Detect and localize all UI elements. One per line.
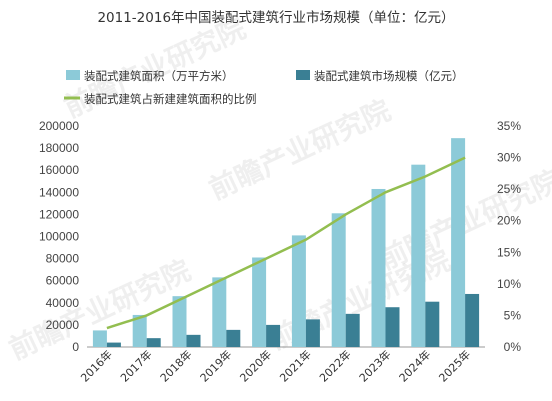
x-tick-label: 2023年 (356, 347, 393, 384)
y-left-tick-label: 60000 (46, 274, 80, 288)
bar-area (331, 213, 346, 347)
bar-area (371, 188, 386, 347)
y-left-tick-label: 180000 (39, 141, 79, 155)
bar-market (425, 301, 440, 347)
bar-market (305, 319, 320, 347)
bar-market (186, 334, 201, 347)
y-right-tick-label: 20% (497, 214, 521, 228)
y-right-tick-label: 15% (497, 245, 521, 259)
ratio-line-path (106, 156, 466, 330)
bar-area (411, 164, 426, 347)
legend-label-area: 装配式建筑面积（万平方米） (84, 69, 234, 83)
bar-area (291, 235, 306, 347)
bar-market (385, 307, 400, 347)
bar-market (465, 293, 480, 347)
bar-market (345, 313, 360, 347)
y-left-tick-label: 80000 (46, 252, 80, 266)
y-right-tick-label: 5% (504, 308, 522, 322)
y-left-tick-label: 20000 (46, 318, 80, 332)
bar-area (252, 257, 267, 347)
y-left-tick-label: 160000 (39, 163, 79, 177)
y-left-tick-label: 40000 (46, 296, 80, 310)
legend: 装配式建筑面积（万平方米） 装配式建筑市场规模（亿元） 装配式建筑占新建建筑面积… (64, 69, 464, 106)
bar-area (172, 296, 187, 347)
y-left-tick-label: 140000 (39, 185, 79, 199)
watermark: 前瞻产业研究院 (4, 254, 196, 367)
bar-market (146, 338, 161, 347)
watermark: 前瞻产业研究院 (204, 94, 396, 207)
x-tick-label: 2019年 (197, 347, 234, 384)
y-right-tick-label: 30% (497, 151, 521, 165)
bar-area (451, 138, 466, 347)
y-left-tick-label: 0 (72, 340, 79, 354)
y-left-tick-label: 200000 (39, 119, 79, 133)
legend-label-market: 装配式建筑市场规模（亿元） (314, 69, 464, 83)
bar-area (92, 330, 107, 347)
bars (92, 138, 480, 347)
bar-market (106, 342, 121, 347)
y-left-tick-label: 120000 (39, 207, 79, 221)
chart-title: 2011-2016年中国装配式建筑行业市场规模（单位：亿元） (97, 9, 454, 26)
bar-area (132, 314, 147, 347)
legend-swatch-area (66, 70, 80, 80)
y-right-tick-label: 35% (497, 119, 521, 133)
x-tick-label: 2017年 (117, 347, 154, 384)
watermark: 前瞻产业研究院 (59, 12, 251, 125)
bar-market (226, 329, 241, 347)
x-tick-label: 2024年 (396, 347, 433, 384)
legend-label-ratio: 装配式建筑占新建建筑面积的比例 (84, 92, 257, 106)
x-tick-label: 2025年 (436, 347, 473, 384)
x-tick-label: 2022年 (316, 347, 353, 384)
y-left-tick-label: 100000 (39, 230, 79, 244)
bar-area (212, 277, 227, 347)
x-tick-label: 2020年 (237, 347, 274, 384)
x-tick-label: 2018年 (157, 347, 194, 384)
y-right-tick-label: 0% (504, 340, 522, 354)
bar-market (266, 324, 281, 347)
y-right-tick-label: 10% (497, 277, 521, 291)
ratio-line (106, 156, 466, 330)
x-tick-label: 2016年 (78, 347, 115, 384)
y-right-tick-label: 25% (497, 182, 521, 196)
legend-swatch-market (296, 70, 310, 80)
